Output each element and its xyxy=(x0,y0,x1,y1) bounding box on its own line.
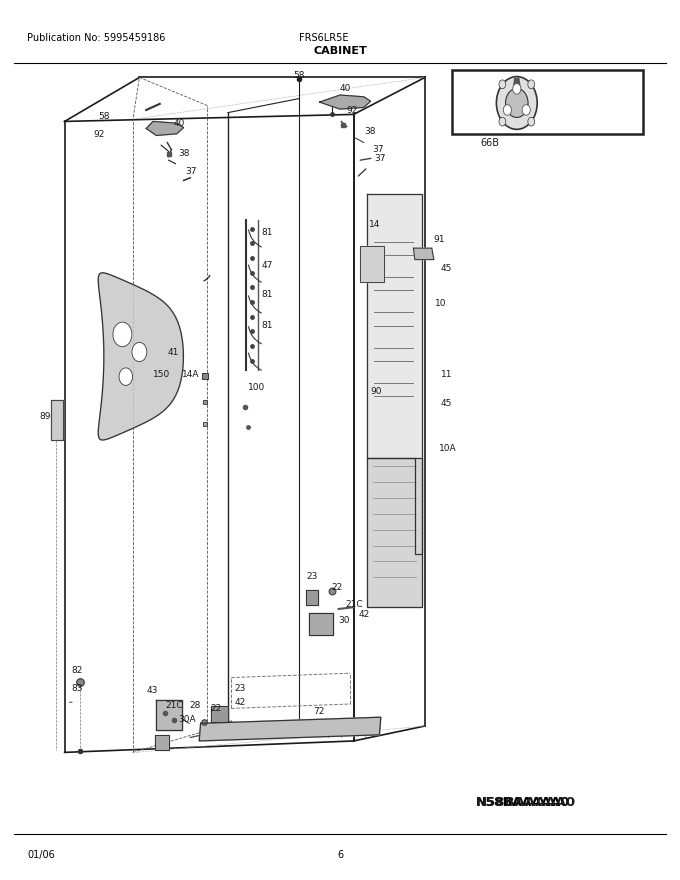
Text: 66B: 66B xyxy=(480,138,499,148)
Text: 83: 83 xyxy=(71,684,83,693)
Text: 91: 91 xyxy=(434,235,445,244)
Text: 30A: 30A xyxy=(178,715,196,724)
Circle shape xyxy=(496,77,537,129)
Text: Publication No: 5995459186: Publication No: 5995459186 xyxy=(27,33,165,43)
Text: 100: 100 xyxy=(248,383,265,392)
Polygon shape xyxy=(320,95,371,109)
Polygon shape xyxy=(413,248,434,260)
Polygon shape xyxy=(199,717,381,741)
Text: 30: 30 xyxy=(339,616,350,625)
Text: 41: 41 xyxy=(167,348,179,356)
FancyBboxPatch shape xyxy=(452,70,643,134)
Circle shape xyxy=(113,322,132,347)
Circle shape xyxy=(499,80,506,89)
Text: 58: 58 xyxy=(294,71,305,80)
Polygon shape xyxy=(513,78,520,89)
Polygon shape xyxy=(146,121,184,136)
Circle shape xyxy=(513,84,521,94)
Text: 37: 37 xyxy=(185,167,197,176)
Text: 43: 43 xyxy=(146,686,158,695)
Polygon shape xyxy=(367,194,422,554)
Text: 23: 23 xyxy=(235,684,246,693)
Circle shape xyxy=(528,117,534,126)
Text: 28: 28 xyxy=(189,701,201,710)
Text: 92: 92 xyxy=(347,106,358,115)
Polygon shape xyxy=(306,590,318,605)
Text: 92: 92 xyxy=(94,130,105,139)
Text: 40: 40 xyxy=(340,84,352,92)
Text: 22: 22 xyxy=(332,583,343,592)
Text: 37: 37 xyxy=(374,154,386,163)
Polygon shape xyxy=(156,700,182,730)
Circle shape xyxy=(505,89,528,118)
Text: 90: 90 xyxy=(371,387,382,396)
Text: 81: 81 xyxy=(262,228,273,237)
Circle shape xyxy=(132,342,147,362)
Polygon shape xyxy=(98,273,184,440)
Text: 37: 37 xyxy=(373,145,384,154)
Polygon shape xyxy=(211,706,228,722)
Text: 45: 45 xyxy=(441,399,452,407)
Text: 38: 38 xyxy=(364,127,376,136)
Text: FRS6LR5E: FRS6LR5E xyxy=(299,33,349,43)
Text: 81: 81 xyxy=(262,290,273,299)
Text: 14: 14 xyxy=(369,220,380,229)
Polygon shape xyxy=(309,613,333,635)
Text: 21C: 21C xyxy=(345,600,363,609)
Text: 89: 89 xyxy=(39,412,51,421)
Text: N58BAAAAA0: N58BAAAAA0 xyxy=(476,796,576,809)
Text: 10: 10 xyxy=(435,299,447,308)
Circle shape xyxy=(528,80,534,89)
Text: 40: 40 xyxy=(173,119,185,128)
Text: 81: 81 xyxy=(262,321,273,330)
Text: CABINET: CABINET xyxy=(313,46,367,56)
Circle shape xyxy=(522,105,530,115)
Text: 47: 47 xyxy=(262,261,273,270)
Text: 14A: 14A xyxy=(182,370,200,378)
Polygon shape xyxy=(360,246,384,282)
Text: 01/06: 01/06 xyxy=(27,850,55,861)
Polygon shape xyxy=(155,735,169,750)
Text: 42: 42 xyxy=(235,698,246,707)
Polygon shape xyxy=(51,400,63,440)
Text: 42: 42 xyxy=(359,610,371,619)
Circle shape xyxy=(119,368,133,385)
Text: 72: 72 xyxy=(313,707,324,715)
Text: 38: 38 xyxy=(178,149,190,158)
Text: N58BAAAAA0: N58BAAAAA0 xyxy=(476,796,570,809)
Text: 58: 58 xyxy=(99,112,110,121)
Text: 45: 45 xyxy=(441,264,452,273)
Polygon shape xyxy=(367,458,422,607)
Text: 21C: 21C xyxy=(165,701,183,710)
Circle shape xyxy=(499,117,506,126)
Text: 11: 11 xyxy=(441,370,452,378)
Text: 10A: 10A xyxy=(439,444,457,453)
Text: 23: 23 xyxy=(306,572,318,581)
Text: 22: 22 xyxy=(211,704,222,713)
Circle shape xyxy=(503,105,511,115)
Text: 6: 6 xyxy=(337,850,343,861)
Text: 82: 82 xyxy=(71,666,83,675)
Text: 150: 150 xyxy=(153,370,170,378)
